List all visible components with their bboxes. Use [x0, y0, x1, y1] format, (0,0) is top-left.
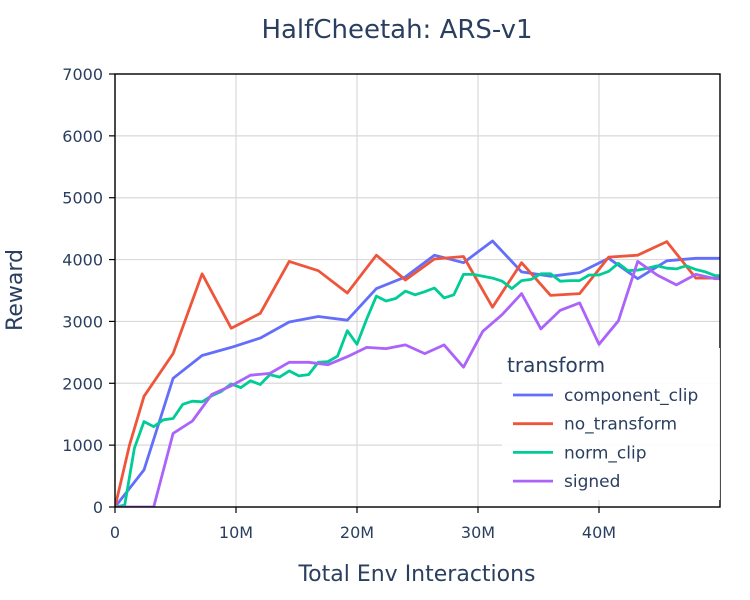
y-axis-ticks: 0 1000 2000 3000 4000 5000 6000 7000: [62, 65, 115, 517]
x-tick-label: 20M: [340, 523, 374, 542]
x-tick-label: 10M: [219, 523, 253, 542]
x-tick-label: 0: [110, 523, 120, 542]
series-line-signed: [115, 259, 720, 507]
y-axis-title: Reward: [3, 249, 28, 331]
series-line-no-transform: [115, 240, 720, 507]
plot-frame: [114, 73, 721, 508]
y-tick-label: 6000: [62, 127, 103, 146]
x-axis-title: Total Env Interactions: [297, 562, 535, 587]
y-tick-label: 3000: [62, 312, 103, 331]
y-tick-label: 1000: [62, 436, 103, 455]
legend-label-norm-clip: norm_clip: [564, 443, 647, 463]
series-layer: [115, 239, 720, 507]
legend-items: component_clip no_transform norm_clipsigne…: [513, 386, 698, 492]
legend-label-no-transform: no_transform: [564, 415, 677, 435]
y-tick-label: 4000: [62, 251, 103, 270]
chart-title: HalfCheetah: ARS-v1: [261, 15, 532, 45]
x-tick-label: 40M: [582, 523, 616, 542]
x-axis-ticks: 0 10M 20M 30M 40M: [110, 507, 616, 542]
legend-label-signed: signed: [564, 472, 620, 492]
legend-label-component-clip: component_clip: [564, 386, 698, 406]
legend-title: transform: [507, 353, 605, 377]
y-tick-label: 0: [93, 498, 103, 517]
x-tick-label: 30M: [461, 523, 495, 542]
y-tick-label: 5000: [62, 189, 103, 208]
legend: transform component_clip no_transformnorm…: [502, 348, 720, 500]
y-tick-label: 2000: [62, 374, 103, 393]
y-tick-label: 7000: [62, 65, 103, 84]
